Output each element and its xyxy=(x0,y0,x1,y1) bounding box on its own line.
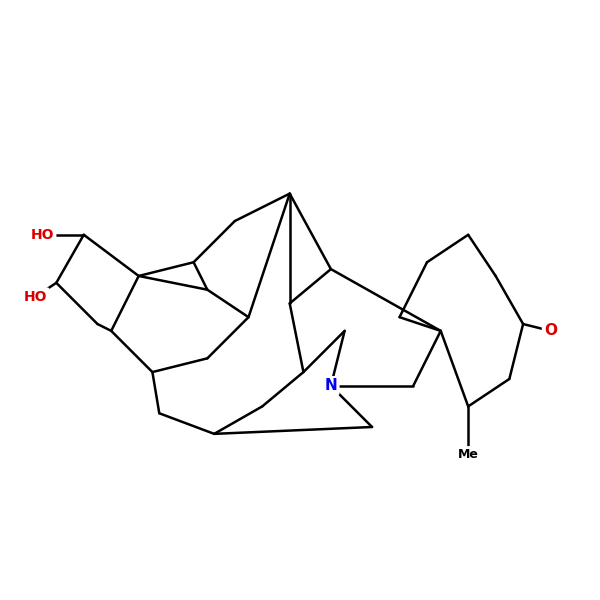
Text: HO: HO xyxy=(31,228,55,242)
Text: Me: Me xyxy=(458,448,479,461)
Text: HO: HO xyxy=(24,290,47,304)
Text: O: O xyxy=(544,323,557,338)
Text: N: N xyxy=(325,379,337,394)
